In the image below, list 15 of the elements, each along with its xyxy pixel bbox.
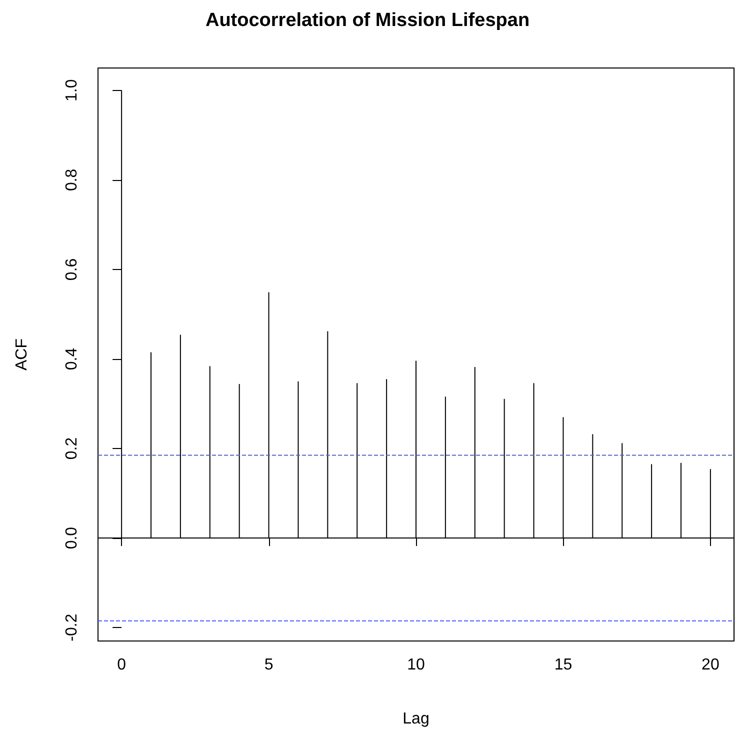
chart-title: Autocorrelation of Mission Lifespan [205,10,530,31]
y-tick-label: 0.8 [64,168,80,192]
x-axis-title: Lag [402,710,430,728]
y-axis-title: ACF [14,338,30,370]
y-tick-label: 0.2 [64,437,80,460]
x-tick-label: 15 [554,656,572,674]
y-tick-label: 0.4 [64,348,80,370]
y-tick-label: 0.6 [64,258,80,281]
x-tick-label: 20 [702,656,720,674]
x-tick-label: 5 [264,656,274,674]
x-tick-label: 0 [117,656,126,674]
y-tick-label: 1.0 [64,79,80,102]
y-tick-label: 0.0 [64,526,80,550]
y-tick-label: -0.2 [64,614,80,642]
x-tick-label: 10 [407,656,425,674]
